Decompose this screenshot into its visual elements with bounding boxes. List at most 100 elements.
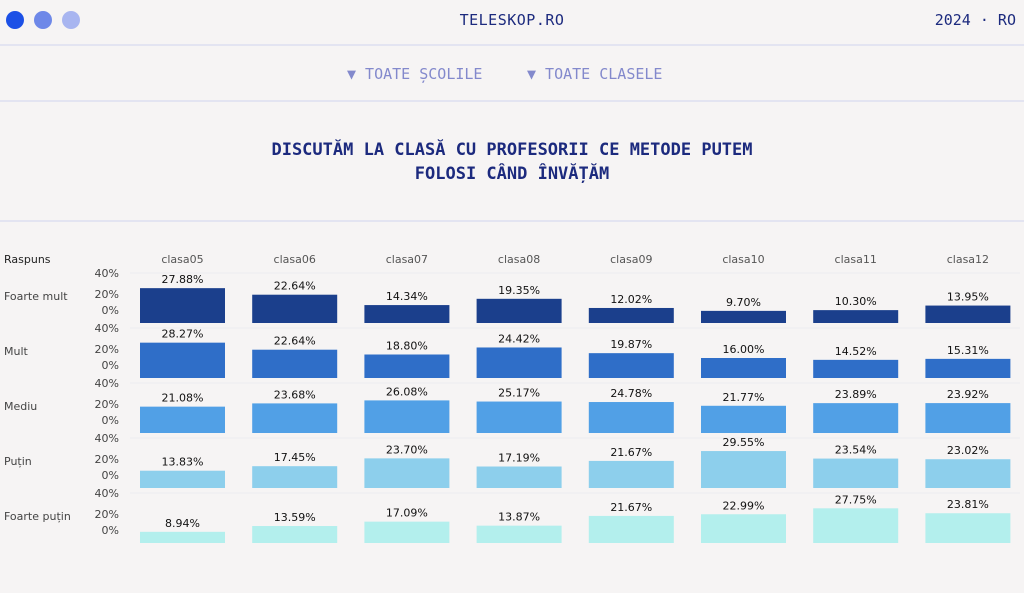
bar — [588, 307, 674, 323]
data-label: 15.31% — [947, 344, 989, 357]
bar — [252, 403, 338, 433]
data-label: 9.70% — [726, 296, 761, 309]
data-label: 13.59% — [274, 511, 316, 524]
data-label: 14.34% — [386, 290, 428, 303]
data-label: 29.55% — [723, 436, 765, 449]
bar — [140, 288, 225, 323]
bar — [701, 358, 786, 378]
bar — [364, 354, 450, 378]
y-tick-label: 40% — [95, 267, 119, 280]
bar — [140, 470, 225, 488]
year-language[interactable]: 2024 · RO — [934, 11, 1016, 29]
data-label: 22.99% — [723, 499, 765, 512]
row-header: Raspuns — [4, 253, 51, 266]
bar — [252, 466, 338, 488]
column-header-clasa08: clasa08 — [498, 253, 540, 266]
window-dot-2 — [34, 11, 52, 29]
data-label: 23.70% — [386, 443, 428, 456]
data-label: 13.95% — [947, 291, 989, 304]
data-label: 22.64% — [274, 280, 316, 293]
column-header-clasa05: clasa05 — [161, 253, 203, 266]
data-label: 19.35% — [498, 284, 540, 297]
data-label: 19.87% — [610, 338, 652, 351]
bar — [701, 405, 786, 433]
bar — [364, 305, 450, 323]
column-header-clasa06: clasa06 — [274, 253, 316, 266]
y-tick-label: 0% — [102, 359, 119, 372]
bar — [588, 515, 674, 543]
data-label: 27.88% — [162, 273, 204, 286]
bar — [813, 403, 899, 433]
y-tick-label: 20% — [95, 288, 119, 301]
data-label: 27.75% — [835, 493, 877, 506]
bar — [252, 349, 338, 378]
bar — [588, 460, 674, 488]
data-label: 16.00% — [723, 343, 765, 356]
data-label: 13.83% — [162, 456, 204, 469]
data-label: 26.08% — [386, 385, 428, 398]
schools-filter[interactable]: ▼ TOATE ȘCOLILE — [347, 65, 483, 83]
title-section: DISCUTĂM LA CLASĂ CU PROFESORII CE METOD… — [0, 102, 1024, 222]
chart-title-line-2: FOLOSI CÂND ÎNVĂȚĂM — [414, 164, 610, 184]
bar — [813, 508, 899, 543]
y-tick-label: 0% — [102, 414, 119, 427]
data-label: 23.81% — [947, 498, 989, 511]
bar — [364, 458, 450, 488]
data-label: 13.87% — [498, 511, 540, 524]
y-tick-label: 40% — [95, 322, 119, 335]
data-label: 17.09% — [386, 507, 428, 520]
bar — [476, 466, 562, 488]
bar — [364, 400, 450, 433]
data-label: 21.67% — [610, 446, 652, 459]
data-label: 24.42% — [498, 332, 540, 345]
bar — [588, 402, 674, 433]
data-label: 24.78% — [610, 387, 652, 400]
filter-bar: ▼ TOATE ȘCOLILE ▼ TOATE CLASELE — [0, 46, 1024, 102]
row-label: Mediu — [4, 400, 37, 413]
data-label: 23.68% — [274, 388, 316, 401]
top-bar: TELESKOP.RO 2024 · RO — [0, 0, 1024, 46]
y-tick-label: 20% — [95, 453, 119, 466]
bar — [701, 451, 786, 488]
data-label: 23.89% — [835, 388, 877, 401]
data-label: 25.17% — [498, 387, 540, 400]
classes-filter[interactable]: ▼ TOATE CLASELE — [527, 65, 663, 83]
bar — [252, 294, 338, 323]
y-tick-label: 40% — [95, 487, 119, 500]
bar — [476, 401, 562, 433]
bar — [140, 342, 225, 378]
data-label: 28.27% — [162, 328, 204, 341]
column-header-clasa12: clasa12 — [947, 253, 989, 266]
data-label: 23.02% — [947, 444, 989, 457]
row-label: Puțin — [4, 455, 32, 468]
y-tick-label: 40% — [95, 377, 119, 390]
bar — [364, 521, 450, 543]
chart: Raspuns clasa05 clasa06 clasa07 clasa08 clasa… — [4, 253, 1020, 543]
data-label: 18.80% — [386, 340, 428, 353]
data-label: 22.64% — [274, 335, 316, 348]
y-tick-label: 20% — [95, 398, 119, 411]
bar — [925, 459, 1011, 488]
bar — [588, 353, 674, 378]
bar — [925, 358, 1011, 378]
row-label: Mult — [4, 345, 29, 358]
data-label: 17.45% — [274, 451, 316, 464]
window-dot-1 — [6, 11, 24, 29]
column-header-clasa11: clasa11 — [835, 253, 877, 266]
data-label: 23.92% — [947, 388, 989, 401]
site-brand[interactable]: TELESKOP.RO — [459, 11, 565, 29]
column-header-clasa07: clasa07 — [386, 253, 428, 266]
bar — [140, 531, 225, 543]
data-label: 21.67% — [610, 501, 652, 514]
bar — [701, 310, 786, 323]
bar — [476, 298, 562, 323]
data-label: 12.02% — [610, 293, 652, 306]
bar — [252, 526, 338, 543]
data-label: 21.08% — [162, 392, 204, 405]
bar — [476, 347, 562, 378]
bar — [476, 525, 562, 543]
column-header-clasa09: clasa09 — [610, 253, 652, 266]
y-tick-label: 40% — [95, 432, 119, 445]
bar — [925, 403, 1011, 433]
y-tick-label: 0% — [102, 524, 119, 537]
